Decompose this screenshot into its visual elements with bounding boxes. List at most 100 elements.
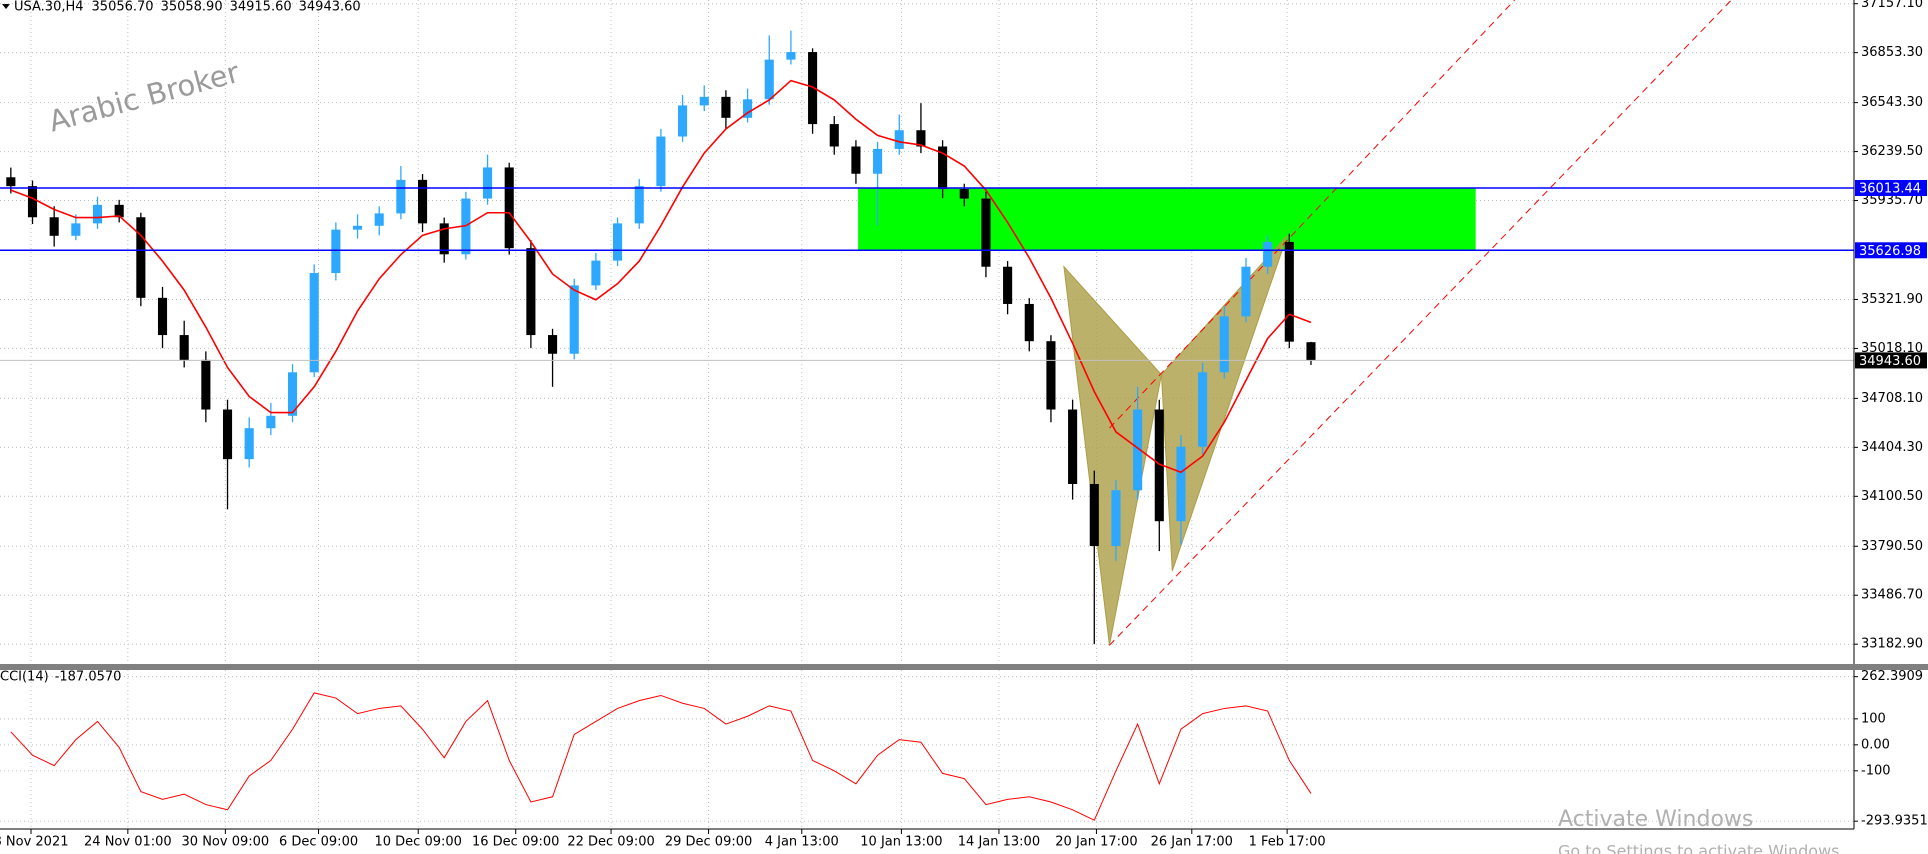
candle-body <box>1003 266 1013 304</box>
candle-body <box>331 229 341 274</box>
candle-body <box>721 96 731 118</box>
candle-body <box>1241 266 1251 317</box>
y-tick-label: 36543.30 <box>1861 95 1923 110</box>
y-tick-label: -293.9351 <box>1861 814 1928 829</box>
candle-body <box>938 146 948 190</box>
candle-body <box>634 186 644 224</box>
candle-body <box>569 285 579 354</box>
x-tick-label: 8 Nov 2021 <box>0 835 68 850</box>
candle-body <box>1154 409 1164 522</box>
candle-body <box>808 52 818 125</box>
candle-body <box>526 248 536 336</box>
candle-body <box>916 130 926 147</box>
cci-line <box>10 692 1312 821</box>
ohlc-value: 34915.60 <box>230 0 292 15</box>
y-tick-label: 35018.10 <box>1861 341 1923 356</box>
candle-body <box>678 105 688 137</box>
candle-body <box>352 225 363 230</box>
candle-body <box>6 177 16 187</box>
ohlc-value: 35056.70 <box>92 0 154 15</box>
candle-body <box>764 59 774 100</box>
current-price-box <box>1855 352 1927 369</box>
moving-average <box>10 79 1312 474</box>
candle-body <box>201 359 211 410</box>
x-tick-label: 16 Dec 09:00 <box>472 835 559 850</box>
candle-body <box>613 223 623 261</box>
candle-body <box>49 217 59 236</box>
y-tick-label: -100 <box>1861 763 1891 778</box>
x-tick-label: 29 Dec 09:00 <box>665 835 752 850</box>
y-tick-label: 34100.50 <box>1861 489 1923 504</box>
candle-body <box>981 198 991 267</box>
candle-body <box>179 335 189 360</box>
activation-title: Activate Windows <box>1558 807 1753 832</box>
level-label-box <box>1855 180 1927 197</box>
axis-area <box>1854 0 1928 854</box>
x-tick-label: 30 Nov 09:00 <box>182 835 270 850</box>
candle-body <box>743 99 753 118</box>
x-tick-label: 6 Dec 09:00 <box>279 835 358 850</box>
candle-body <box>1219 316 1229 373</box>
y-tick-label: 33790.50 <box>1861 539 1923 554</box>
candle-body <box>27 186 38 218</box>
candle-body <box>1089 483 1099 547</box>
candle-body <box>439 223 449 255</box>
ohlc-value: 34943.60 <box>299 0 361 15</box>
y-tick-label: 34404.30 <box>1861 440 1923 455</box>
candle-body <box>417 179 428 224</box>
candle-body <box>136 217 146 298</box>
candle-body <box>504 167 514 249</box>
candle-body <box>71 223 81 236</box>
candle-body <box>1198 372 1208 447</box>
x-tick-label: 10 Dec 09:00 <box>374 835 461 850</box>
level-label: 36013.44 <box>1859 182 1921 197</box>
cci-value: -187.0570 <box>55 670 122 685</box>
candle-body <box>1133 409 1143 491</box>
x-tick-label: 4 Jan 13:00 <box>765 835 839 850</box>
candle-body <box>1176 446 1186 522</box>
candle-body <box>591 260 601 286</box>
candle-body <box>1263 241 1273 267</box>
candle-body <box>1284 241 1294 342</box>
y-tick-label: 100 <box>1861 711 1886 726</box>
candle-body <box>1068 409 1078 484</box>
x-tick-label: 24 Nov 01:00 <box>84 835 172 850</box>
bottom-area <box>0 829 1928 854</box>
current-price-label: 34943.60 <box>1859 354 1921 369</box>
candle-body <box>266 415 276 429</box>
candle-body <box>548 335 558 354</box>
candle-body <box>699 96 709 106</box>
harmonic-pattern <box>1160 235 1288 572</box>
candle-body <box>656 136 666 187</box>
y-tick-label: 34708.10 <box>1861 391 1923 406</box>
candle-body <box>1111 490 1121 547</box>
level-label-box <box>1855 242 1927 259</box>
x-tick-label: 22 Dec 09:00 <box>567 835 654 850</box>
channel-line <box>1109 0 1516 429</box>
y-tick-label: 37157.10 <box>1861 0 1923 11</box>
y-tick-label: 33486.70 <box>1861 588 1923 603</box>
symbol: USA.30,H4 <box>14 0 84 15</box>
candle-body <box>894 130 904 149</box>
candle-body <box>851 146 861 174</box>
panel-divider <box>0 664 1928 670</box>
x-tick-label: 10 Jan 13:00 <box>860 835 942 850</box>
channel-line <box>1109 0 1732 646</box>
candle-body <box>1024 303 1034 342</box>
y-tick-label: 35321.90 <box>1861 292 1923 307</box>
activation-subtitle: Go to Settings to activate Windows. <box>1558 842 1845 854</box>
candle-body <box>483 167 493 199</box>
x-tick-label: 1 Feb 17:00 <box>1249 835 1326 850</box>
collapse-icon <box>2 4 10 9</box>
candle-body <box>309 273 319 373</box>
candle-body <box>873 148 883 174</box>
x-tick-label: 26 Jan 17:00 <box>1151 835 1233 850</box>
ohlc-value: 35058.90 <box>161 0 223 15</box>
level-label: 35626.98 <box>1859 244 1921 259</box>
candle-body <box>114 204 124 218</box>
y-tick-label: 35935.70 <box>1861 193 1923 208</box>
supply-zone <box>858 188 1476 251</box>
